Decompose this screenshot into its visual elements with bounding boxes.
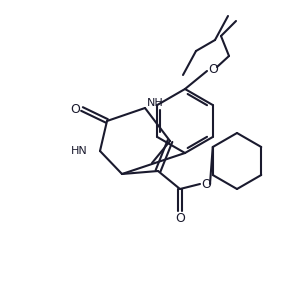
Text: NH: NH: [147, 98, 164, 108]
Text: O: O: [70, 103, 80, 115]
Text: O: O: [175, 212, 185, 226]
Text: O: O: [208, 62, 218, 76]
Text: HN: HN: [71, 146, 88, 156]
Text: O: O: [201, 177, 211, 191]
